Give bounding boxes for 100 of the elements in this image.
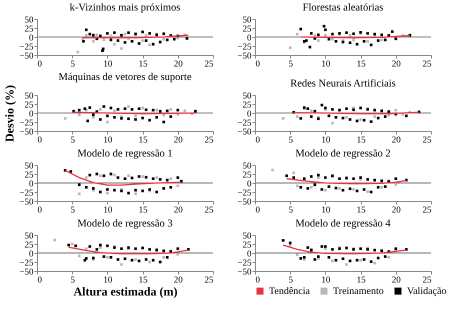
x-tick-label: 15 — [356, 274, 366, 284]
x-tick-label: 0 — [38, 274, 42, 284]
y-tick-label: 0 — [247, 178, 252, 188]
y-tick-label: 25 — [24, 100, 34, 110]
y-tick-label: 0 — [29, 108, 34, 118]
y-tick-label: 50 — [24, 160, 34, 170]
x-tick-label: 20 — [392, 204, 402, 214]
x-tick-label: 15 — [138, 204, 148, 214]
x-tick-label: 20 — [174, 274, 184, 284]
x-tick-label: 25 — [422, 134, 432, 144]
x-tick-label: 10 — [103, 204, 113, 214]
y-tick-label: −50 — [237, 266, 252, 276]
y-tick-label: 50 — [242, 14, 252, 24]
legend-label: Treinamento — [333, 286, 384, 298]
y-tick-label: −50 — [237, 126, 252, 136]
y-tick-label: 25 — [24, 170, 34, 180]
y-tick-label: −25 — [237, 188, 252, 198]
x-tick-label: 10 — [321, 204, 331, 214]
x-tick-label: 5 — [288, 274, 294, 284]
y-tick-label: 50 — [242, 230, 252, 240]
x-tick-label: 0 — [38, 58, 42, 68]
x-tick-label: 0 — [38, 134, 42, 144]
y-tick-label: 50 — [24, 90, 34, 100]
y-tick-label: −50 — [19, 50, 34, 60]
y-tick-label: −50 — [19, 196, 34, 206]
chart-title: Modelo de regressão 2 — [295, 148, 391, 160]
x-tick-label: 20 — [392, 58, 402, 68]
x-tick-label: 5 — [70, 274, 76, 284]
y-tick-label: 0 — [247, 32, 252, 42]
y-tick-label: 25 — [242, 24, 252, 34]
x-tick-label: 0 — [38, 204, 42, 214]
x-tick-label: 15 — [356, 204, 366, 214]
x-tick-label: 20 — [174, 58, 184, 68]
chart-title: k-Vizinhos mais próximos — [70, 2, 180, 14]
y-tick-label: 50 — [242, 160, 252, 170]
x-tick-label: 25 — [204, 274, 214, 284]
x-tick-label: 5 — [288, 204, 294, 214]
y-axis-title: Desvio (%) — [2, 85, 16, 142]
x-tick-label: 10 — [321, 58, 331, 68]
y-tick-label: 25 — [242, 170, 252, 180]
y-tick-label: 25 — [242, 240, 252, 250]
x-tick-label: 25 — [422, 204, 432, 214]
x-tick-label: 20 — [174, 134, 184, 144]
chart-title: Máquinas de vetores de suporte — [58, 72, 192, 84]
x-tick-label: 10 — [321, 274, 331, 284]
y-tick-label: 0 — [29, 32, 34, 42]
y-tick-label: −25 — [237, 118, 252, 128]
chart-title: Florestas aleatórias — [302, 2, 384, 14]
x-tick-label: 15 — [356, 58, 366, 68]
x-tick-label: 5 — [70, 134, 76, 144]
legend-label: Tendência — [269, 286, 311, 298]
x-tick-label: 0 — [256, 204, 260, 214]
y-tick-label: −50 — [237, 196, 252, 206]
x-axis-title: Altura estimada (m) — [74, 284, 178, 298]
y-tick-label: −25 — [19, 118, 34, 128]
y-tick-label: −50 — [19, 126, 34, 136]
y-tick-label: 50 — [24, 14, 34, 24]
x-tick-label: 20 — [392, 274, 402, 284]
x-tick-label: 10 — [103, 134, 113, 144]
x-tick-label: 15 — [138, 134, 148, 144]
x-tick-label: 0 — [256, 274, 260, 284]
chart-title: Modelo de regressão 4 — [295, 218, 392, 230]
x-tick-label: 10 — [103, 274, 113, 284]
x-tick-label: 10 — [103, 58, 113, 68]
chart-title: Modelo de regressão 1 — [77, 148, 173, 160]
x-tick-label: 15 — [138, 58, 148, 68]
chart-title: Modelo de regressão 3 — [77, 218, 173, 230]
y-tick-label: −25 — [19, 188, 34, 198]
chart-title: Redes Neurais Artificiais — [290, 78, 396, 90]
y-tick-label: −25 — [19, 258, 34, 268]
x-tick-label: 0 — [256, 134, 260, 144]
y-tick-label: −50 — [237, 50, 252, 60]
x-tick-label: 15 — [138, 274, 148, 284]
x-tick-label: 20 — [392, 134, 402, 144]
y-tick-label: −25 — [19, 42, 34, 52]
y-tick-label: −50 — [19, 266, 34, 276]
y-tick-label: 25 — [242, 100, 252, 110]
x-tick-label: 5 — [288, 134, 294, 144]
y-tick-label: 25 — [24, 240, 34, 250]
x-tick-label: 25 — [204, 204, 214, 214]
x-tick-label: 5 — [70, 58, 76, 68]
legend-label: Validação — [407, 286, 446, 298]
x-tick-label: 5 — [288, 58, 294, 68]
y-tick-label: 0 — [247, 108, 252, 118]
x-tick-label: 10 — [321, 134, 331, 144]
x-tick-label: 20 — [174, 204, 184, 214]
y-tick-label: 0 — [29, 248, 34, 258]
x-tick-label: 25 — [422, 58, 432, 68]
x-tick-label: 5 — [70, 204, 76, 214]
x-tick-label: 0 — [256, 58, 260, 68]
y-tick-label: 25 — [24, 24, 34, 34]
y-tick-label: −25 — [237, 258, 252, 268]
y-tick-label: 0 — [247, 248, 252, 258]
x-tick-label: 25 — [204, 58, 214, 68]
y-tick-label: 50 — [24, 230, 34, 240]
y-tick-label: −25 — [237, 42, 252, 52]
x-tick-label: 25 — [204, 134, 214, 144]
x-tick-label: 25 — [422, 274, 432, 284]
x-tick-label: 15 — [356, 134, 366, 144]
y-tick-label: 50 — [242, 90, 252, 100]
